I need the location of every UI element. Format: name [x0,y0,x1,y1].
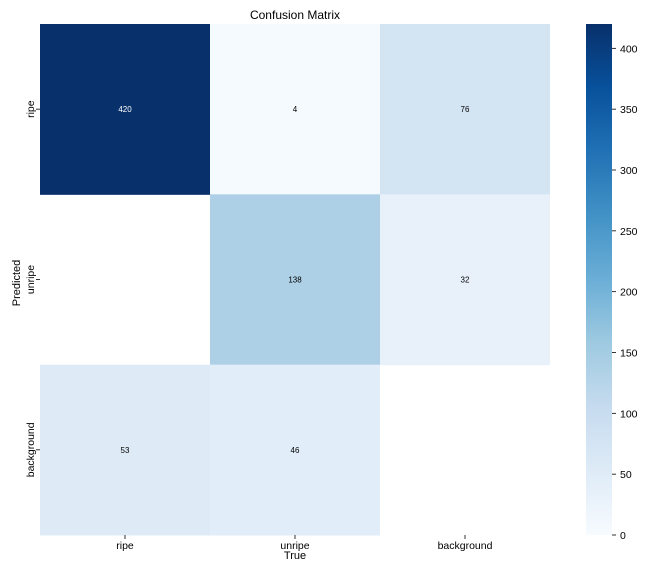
x-axis-label: True [284,550,306,562]
y-tick-label: ripe [25,100,37,118]
heatmap-cell-labels: 420 4 76 138 32 53 46 [118,105,470,455]
colorbar-tick-label: 50 [620,469,632,481]
colorbar-tick-label: 0 [620,530,626,542]
x-axis-ticks: ripe unripe background [116,535,493,552]
colorbar-tick-label: 300 [620,165,638,177]
chart-title: Confusion Matrix [250,8,340,22]
cell-value-label: 46 [291,446,300,455]
colorbar-tick-label: 250 [620,226,638,238]
x-tick-label: background [438,540,493,552]
y-axis-ticks: ripe unripe background [25,100,40,477]
heatmap-cell [40,364,210,536]
y-tick-label: background [25,422,37,477]
heatmap-cell [210,364,380,536]
cell-value-label: 32 [461,275,470,284]
cell-value-label: 53 [121,446,130,455]
colorbar-tick-label: 350 [620,104,638,116]
heatmap-cell [40,24,210,195]
y-tick-label: unripe [25,265,37,294]
heatmap-cell [210,194,380,366]
x-tick-label: ripe [116,540,134,552]
colorbar-tick-label: 200 [620,287,638,299]
cell-value-label: 138 [288,275,302,284]
y-axis-label: Predicted [11,260,23,306]
colorbar-tick-label: 100 [620,408,638,420]
heatmap-cell [380,194,550,366]
colorbar [586,24,612,535]
heatmap-cell [380,24,550,195]
colorbar-ticks: 0 50 100 150 200 250 300 350 400 [612,43,638,542]
x-tick-label: unripe [280,540,309,552]
colorbar-tick-label: 400 [620,43,638,55]
heatmap-cell [210,24,380,195]
colorbar-tick-label: 150 [620,348,638,360]
cell-value-label: 76 [461,105,470,114]
cell-value-label: 420 [118,105,132,114]
heatmap-cells [40,24,550,536]
cell-value-label: 4 [293,105,298,114]
